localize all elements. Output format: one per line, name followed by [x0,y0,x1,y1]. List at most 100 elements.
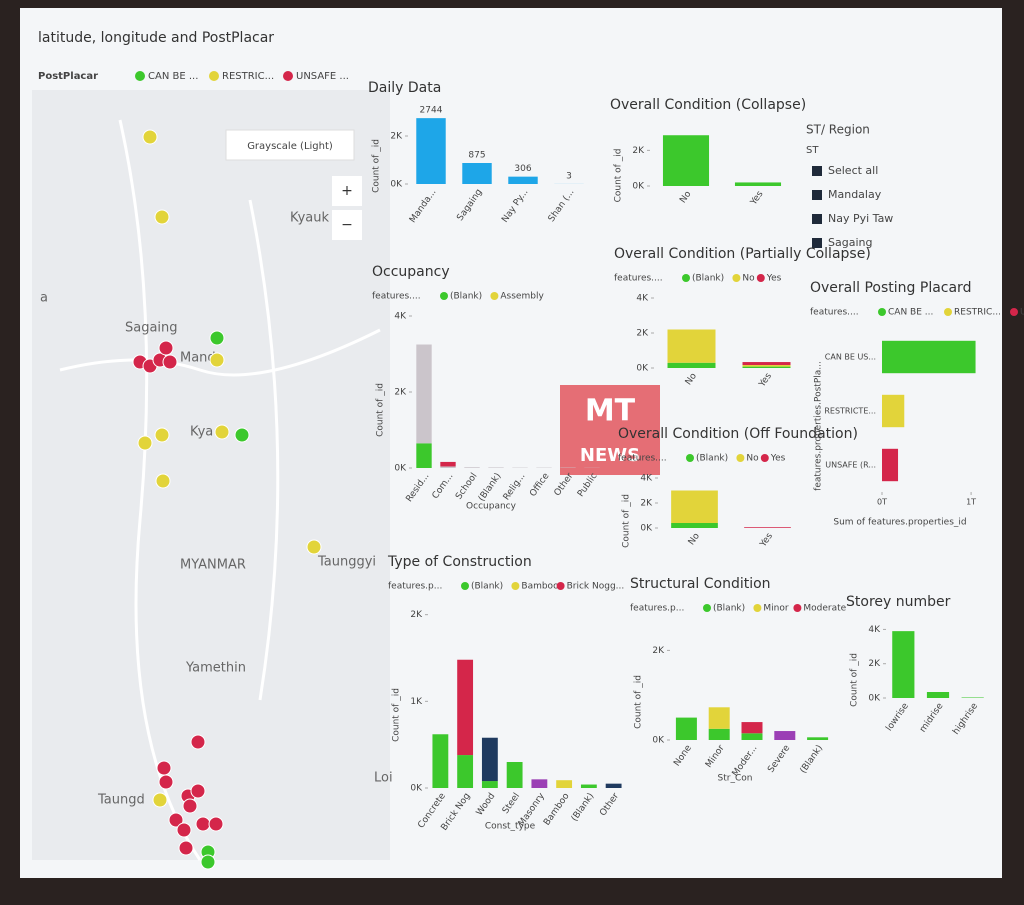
bar [580,784,597,788]
y-axis-title: Count of _id [392,688,402,742]
data-label: 3 [566,171,572,181]
watermark-text: NEWS [580,445,640,466]
legend-dot [703,604,711,612]
bar [741,733,763,740]
chart-title: Overall Condition (Partially Collapse) [614,246,871,262]
map-point[interactable] [195,816,211,832]
legend-title: features.... [810,308,859,318]
map-point[interactable] [168,812,184,828]
legend-item: RESTRIC... [954,308,1001,318]
legend-title: features.... [372,292,421,302]
bar [667,362,716,368]
chart-title: Overall Condition (Collapse) [610,97,806,113]
slicer-checkbox[interactable] [812,214,822,224]
map-point[interactable] [209,330,225,346]
map-point[interactable] [158,340,174,356]
legend-item: Bamboo [521,582,559,592]
map-point[interactable] [209,352,225,368]
map-point[interactable] [162,354,178,370]
bar [556,780,573,788]
map-point[interactable] [178,840,194,856]
zoom-in-icon[interactable]: + [341,183,353,199]
legend-item: No [742,274,755,284]
legend-dot [556,582,565,590]
legend-dot [461,582,469,590]
slicer-item[interactable]: Mandalay [828,188,882,201]
x-axis-title: Occupancy [466,502,517,512]
bar [671,490,718,523]
zoom-out[interactable] [332,210,362,240]
legend-item: (Blank) [713,604,745,614]
legend-item: Yes [766,274,782,284]
zoom-in[interactable] [332,176,362,206]
y-tick-label: 2K [410,610,423,620]
slicer-checkbox[interactable] [812,190,822,200]
bar [462,163,492,184]
data-label: 306 [514,164,531,174]
map-point[interactable] [190,783,206,799]
legend-item: Minor [763,604,788,614]
map-point[interactable] [208,816,224,832]
map-point[interactable] [154,209,170,225]
map-point[interactable] [234,427,250,443]
legend-item: (Blank) [450,292,482,302]
legend-dot [440,292,448,300]
legend-title: features.p... [388,582,442,592]
legend-item: Moderate [803,604,846,614]
bar [708,728,730,740]
y-tick-label: 2K [632,146,645,156]
y-tick-label: 2K [652,646,665,656]
map-point[interactable] [158,774,174,790]
y-axis-title: Count of _id [372,139,382,193]
map-point[interactable] [190,734,206,750]
map-point[interactable] [182,798,198,814]
bar [432,734,449,788]
bar [416,118,446,184]
map-point[interactable] [176,822,192,838]
map-point[interactable] [200,854,216,870]
place-label: Kyauk [290,211,329,226]
legend-dot [736,454,745,462]
map-point[interactable] [214,424,230,440]
legend-dot [753,604,762,612]
slicer-checkbox[interactable] [812,238,822,248]
style-button[interactable] [225,129,355,161]
legend-item: (Blank) [696,454,728,464]
map-point[interactable] [154,427,170,443]
bar [741,722,763,734]
map-point[interactable] [142,129,158,145]
y-tick-label: 4K [640,474,653,484]
map-point[interactable] [306,539,322,555]
bar [440,466,456,468]
map-point[interactable] [152,792,168,808]
chart-title: Structural Condition [630,576,771,592]
bar [882,394,905,428]
place-label: Taunggyi [317,555,376,570]
style-button-label[interactable]: Grayscale (Light) [247,141,333,152]
slicer-item[interactable]: Nay Pyi Taw [828,212,893,225]
legend-title: features.... [614,274,663,284]
bar [744,527,791,528]
bar [481,737,498,782]
map-point[interactable] [155,473,171,489]
slicer-field: ST [806,145,819,156]
zoom-out-icon[interactable]: − [341,217,353,233]
bar [742,362,791,366]
slicer-checkbox[interactable] [812,166,822,176]
y-tick-label: 0K [868,694,881,704]
y-tick-label: 2K [394,388,407,398]
bar [508,176,538,184]
bar [708,707,730,729]
map-point[interactable] [156,760,172,776]
map-legend-item: UNSAFE ... [296,71,349,82]
watermark-box [560,385,660,475]
bar [882,340,976,374]
slicer-item[interactable]: Sagaing [828,236,872,249]
slicer-item[interactable]: Select all [828,164,878,177]
y-tick-label: 4K [394,312,407,322]
map-point[interactable] [137,435,153,451]
y-tick-label: CAN BE US... [825,353,876,362]
legend-dot [209,71,219,81]
bar [416,443,432,468]
